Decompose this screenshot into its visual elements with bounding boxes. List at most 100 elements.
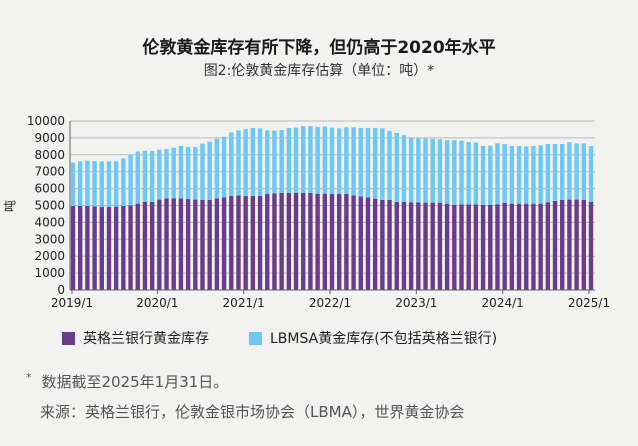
x-tick-label: 2022/1 (309, 296, 351, 310)
bar-lbma (85, 160, 90, 207)
bar-lbma (329, 127, 335, 195)
bar-boe (113, 206, 119, 290)
bar-boe (336, 194, 342, 290)
bar-boe (77, 206, 83, 290)
bar-lbma (394, 132, 399, 202)
bar-boe (473, 204, 479, 290)
bar-lbma (588, 146, 594, 202)
bar-boe (106, 207, 112, 290)
bar-boe (315, 193, 320, 290)
bar-boe (365, 197, 371, 290)
legend-label-boe: 英格兰银行黄金库存 (83, 331, 209, 347)
bar-boe (329, 194, 335, 290)
bar-lbma (250, 127, 256, 197)
bar-lbma (149, 150, 155, 202)
bar-boe (178, 198, 184, 290)
bar-boe (444, 203, 450, 290)
bar-lbma (236, 130, 241, 196)
bar-lbma (545, 143, 551, 203)
bar-boe (560, 199, 565, 290)
bar-boe (531, 203, 536, 290)
x-tick-label: 2020/1 (136, 296, 178, 310)
bar-boe (495, 204, 500, 290)
bar-boe (509, 203, 515, 290)
bar-lbma (473, 142, 479, 205)
bar-boe (466, 204, 471, 290)
bar-boe (171, 198, 176, 290)
bar-lbma (308, 126, 313, 193)
bar-lbma (437, 139, 443, 203)
bar-lbma (416, 138, 421, 203)
bar-lbma (444, 140, 450, 204)
chart-title: 伦敦黄金库存有所下降，但仍高于2020年水平 (142, 38, 496, 58)
bar-lbma (351, 127, 356, 196)
bar-boe (301, 192, 306, 290)
bar-boe (157, 199, 162, 290)
bar-lbma (106, 161, 112, 208)
bar-boe (322, 193, 328, 290)
bar-lbma (99, 161, 104, 208)
bar-boe (236, 195, 241, 290)
bar-boe (480, 204, 486, 290)
legend: 英格兰银行黄金库存 LBMSA黄金库存(不包括英格兰银行) (62, 328, 497, 348)
bar-lbma (336, 128, 342, 195)
bar-lbma (322, 126, 328, 194)
bar-boe (344, 194, 349, 290)
bar-boe (85, 206, 90, 290)
bar-boe (588, 201, 594, 290)
bar-lbma (372, 127, 378, 199)
bar-lbma (178, 146, 184, 199)
bar-lbma (387, 130, 392, 200)
legend-label-lbma: LBMSA黄金库存(不包括英格兰银行) (270, 331, 498, 347)
bar-lbma (272, 130, 277, 194)
bar-boe (92, 206, 97, 290)
bar-lbma (401, 135, 407, 202)
bar-boe (229, 196, 234, 290)
legend-item-lbma: LBMSA黄金库存(不包括英格兰银行) (249, 328, 497, 348)
bar-boe (293, 192, 299, 290)
stacked-bar-chart: 0 1000 2000 3000 4000 5000 6000 7000 8000 9000 100… (3, 114, 610, 310)
x-tick-label: 2024/1 (482, 296, 524, 310)
bar-boe (452, 204, 457, 290)
bar-lbma (293, 127, 299, 193)
bar-lbma (142, 150, 148, 202)
bar-boe (358, 196, 363, 290)
bar-lbma (113, 161, 119, 207)
bar-boe (552, 200, 558, 290)
bar-lbma (502, 143, 507, 203)
x-tick-label: 2023/1 (395, 296, 437, 310)
bar-boe (516, 203, 522, 290)
bar-boe (351, 195, 356, 290)
bar-boe (214, 198, 220, 290)
bar-lbma (358, 127, 363, 197)
bar-boe (574, 199, 579, 290)
bar-lbma (243, 128, 248, 197)
bar-boe (387, 199, 392, 290)
bar-boe (70, 206, 76, 290)
bar-boe (243, 196, 248, 290)
bar-lbma (128, 154, 133, 206)
bar-lbma (488, 145, 493, 205)
bar-lbma (581, 143, 587, 200)
bar-boe (185, 199, 191, 290)
bar-lbma (552, 143, 558, 201)
bar-lbma (344, 127, 349, 195)
bar-lbma (77, 161, 83, 207)
bar-lbma (279, 129, 284, 193)
bar-boe (286, 192, 292, 290)
bar-boe (488, 204, 493, 290)
bar-lbma (301, 126, 306, 193)
bar-boe (142, 201, 148, 290)
legend-swatch-lbma (249, 331, 262, 345)
bar-lbma (171, 147, 176, 199)
bar-boe (128, 205, 133, 290)
bar-lbma (70, 162, 76, 207)
bar-lbma (135, 151, 140, 204)
footnote-marker: * (26, 371, 32, 384)
footnote-text: 数据截至2025年1月31日。 (41, 373, 229, 391)
y-axis-label: 吨 (3, 200, 17, 212)
bar-lbma (480, 146, 486, 205)
bar-lbma (567, 142, 572, 200)
bar-boe (423, 202, 428, 290)
bar-lbma (495, 143, 500, 205)
